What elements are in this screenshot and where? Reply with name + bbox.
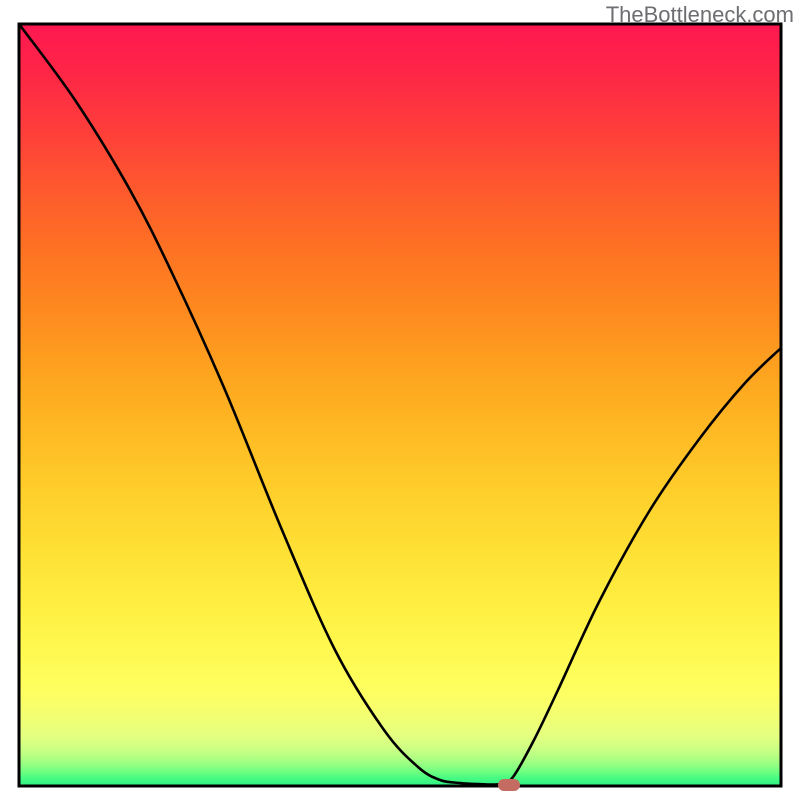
plot-background xyxy=(19,24,781,786)
chart-root: TheBottleneck.com xyxy=(0,0,800,800)
watermark-text: TheBottleneck.com xyxy=(606,2,794,28)
min-marker xyxy=(498,779,520,791)
bottleneck-chart xyxy=(0,0,800,800)
